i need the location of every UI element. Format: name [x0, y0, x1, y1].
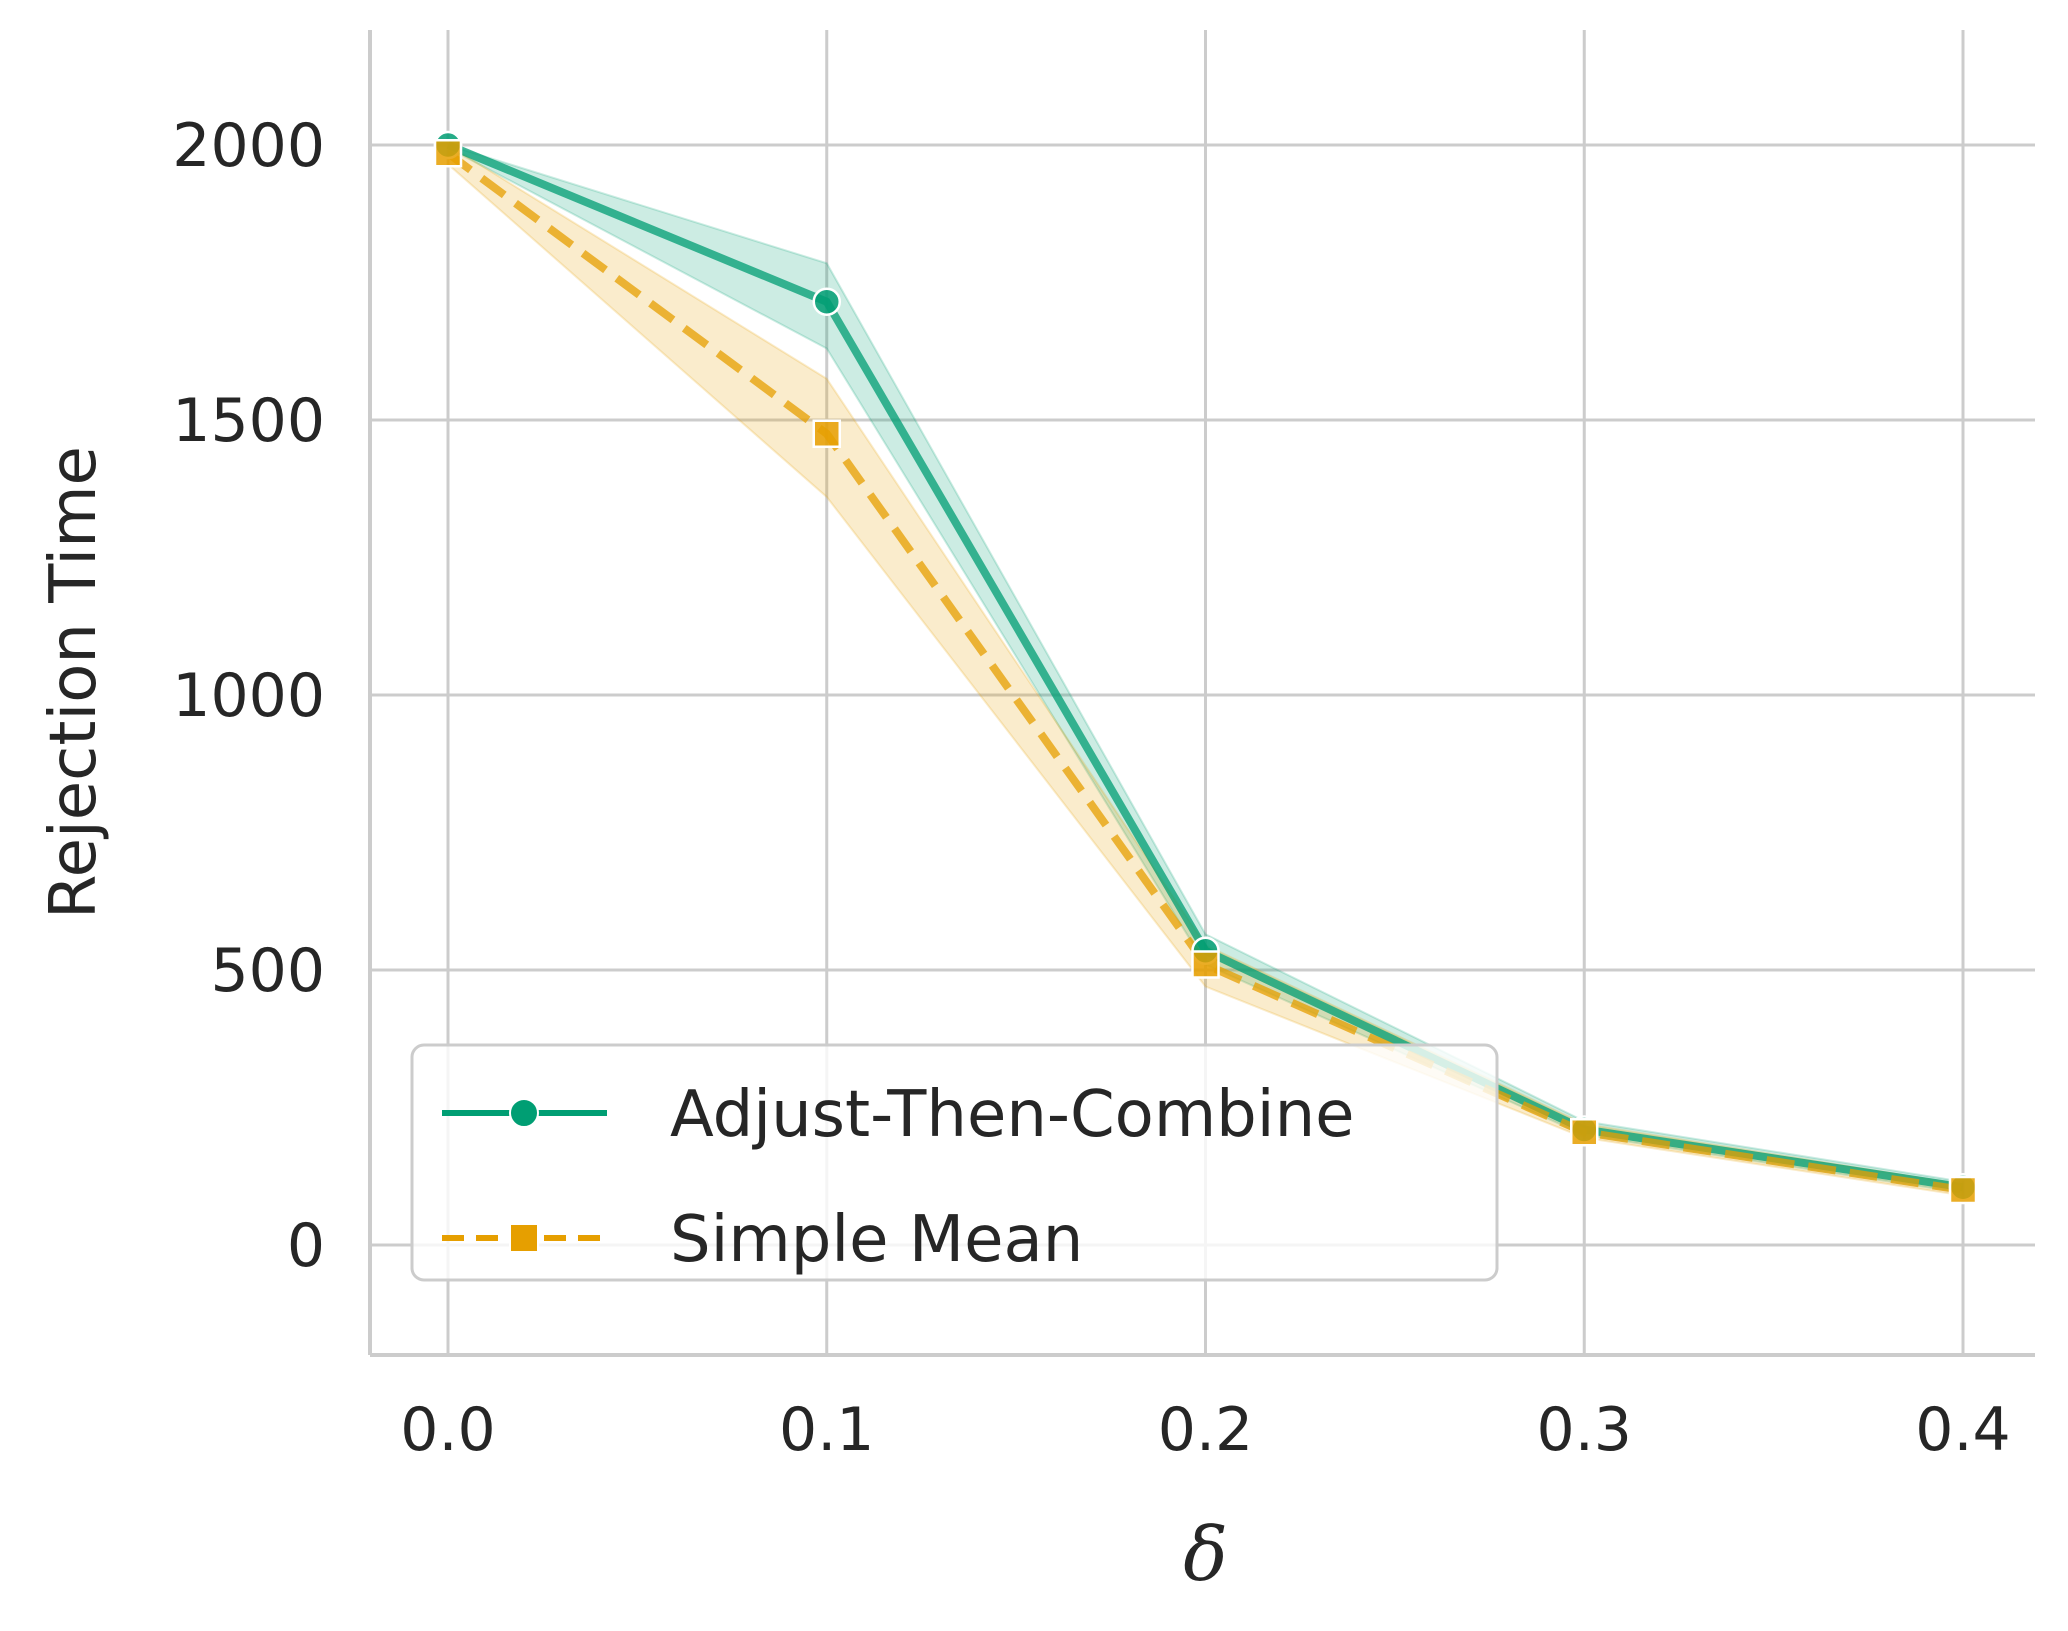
series-line	[445, 150, 1964, 1194]
legend-label: Simple Mean	[670, 1203, 1083, 1277]
tick-labels: 0.0 0.1 0.2 0.3 0.4 0 500 1000 1500 2000	[172, 111, 2010, 1465]
x-tick-label: 0.4	[1915, 1395, 2010, 1465]
x-tick-label: 0.3	[1537, 1395, 1632, 1465]
y-axis-label: Rejection Time	[37, 446, 111, 919]
data-point	[1948, 1175, 1978, 1205]
series-markers	[433, 130, 1978, 1205]
legend-marker	[509, 1223, 539, 1253]
legend: Adjust-Then-Combine Simple Mean	[410, 1043, 1499, 1282]
x-tick-label: 0.0	[400, 1395, 495, 1465]
data-point	[433, 139, 463, 168]
legend-marker	[509, 1098, 539, 1128]
x-axis-label: δ	[1183, 1512, 1228, 1598]
data-point	[812, 419, 841, 448]
legend-box	[410, 1043, 1499, 1282]
axes	[368, 30, 2035, 1357]
data-point	[1570, 1118, 1599, 1147]
legend-label: Adjust-Then-Combine	[670, 1078, 1355, 1152]
y-tick-label: 0	[287, 1211, 325, 1281]
y-tick-label: 2000	[172, 111, 325, 181]
data-point	[812, 287, 841, 316]
data-point	[1191, 950, 1220, 979]
x-tick-label: 0.2	[1158, 1395, 1253, 1465]
y-tick-label: 500	[210, 936, 325, 1006]
y-tick-label: 1500	[172, 386, 325, 456]
x-tick-label: 0.1	[779, 1395, 874, 1465]
y-tick-label: 1000	[172, 661, 325, 731]
legend-items: Adjust-Then-Combine Simple Mean	[442, 1078, 1355, 1277]
